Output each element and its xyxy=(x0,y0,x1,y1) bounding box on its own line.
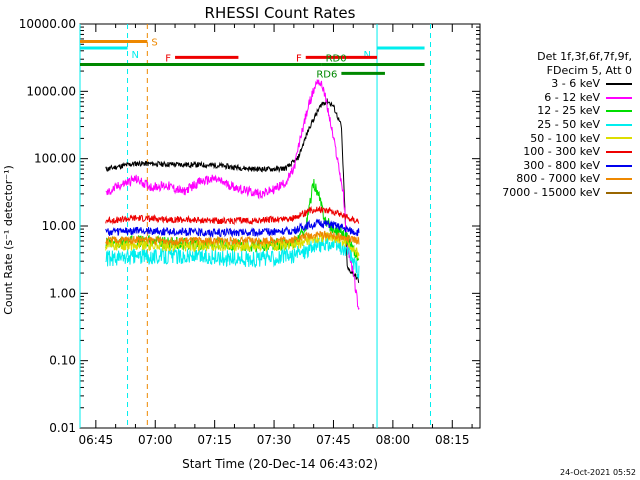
legend-swatch xyxy=(606,192,632,194)
x-tick-label: 07:15 xyxy=(197,433,232,447)
y-tick-label: 1000.00 xyxy=(26,84,76,98)
x-tick-label: 07:00 xyxy=(138,433,173,447)
flag-label: F xyxy=(296,53,302,64)
plot-area: 0.01 0.10 1.00 10.00 100.00 1000.00 10000.00 06… xyxy=(19,17,480,447)
generation-timestamp: 24-Oct-2021 05:52 xyxy=(560,468,636,477)
legend-swatch xyxy=(606,83,632,85)
legend-entry-label: 6 - 12 keV xyxy=(544,91,600,105)
legend-header-line-2: FDecim 5, Att 0 xyxy=(478,64,636,78)
y-tick-label: 0.10 xyxy=(49,354,76,368)
legend-swatch xyxy=(606,110,632,112)
y-tick-label: 0.01 xyxy=(49,421,76,435)
legend-entry: 300 - 800 keV xyxy=(478,159,636,173)
legend-entry: 25 - 50 keV xyxy=(478,118,636,132)
x-tick-label: 08:15 xyxy=(435,433,470,447)
y-tick-label: 1.00 xyxy=(49,286,76,300)
flag-label: RD0 xyxy=(326,54,347,65)
legend-swatch xyxy=(606,137,632,139)
y-axis-label: Count Rate (s⁻¹ detector⁻¹) xyxy=(2,165,15,315)
plot-frame xyxy=(80,24,480,428)
legend-entry-label: 3 - 6 keV xyxy=(551,77,600,91)
chart-title: RHESSI Count Rates xyxy=(205,4,356,22)
legend-entry-label: 800 - 7000 keV xyxy=(516,172,600,186)
y-tick-label: 10.00 xyxy=(42,219,76,233)
x-tick-label: 07:45 xyxy=(316,433,351,447)
legend-entry: 800 - 7000 keV xyxy=(478,172,636,186)
flag-label: N xyxy=(364,50,371,61)
legend-entry: 7000 - 15000 keV xyxy=(478,186,636,200)
legend-swatch xyxy=(606,124,632,126)
legend-entries: 3 - 6 keV 6 - 12 keV 12 - 25 keV 25 - 50 ke… xyxy=(478,77,636,199)
legend: Det 1f,3f,6f,7f,9f, FDecim 5, Att 0 3 - … xyxy=(478,50,636,200)
x-tick-label: 08:00 xyxy=(376,433,411,447)
legend-entry-label: 25 - 50 keV xyxy=(537,118,600,132)
x-tick-label: 07:30 xyxy=(257,433,292,447)
y-tick-label: 100.00 xyxy=(34,152,76,166)
legend-swatch xyxy=(606,151,632,153)
legend-entry: 100 - 300 keV xyxy=(478,145,636,159)
legend-entry: 12 - 25 keV xyxy=(478,104,636,118)
legend-entry: 50 - 100 keV xyxy=(478,132,636,146)
y-tick-label: 10000.00 xyxy=(19,17,76,31)
legend-header-line-1: Det 1f,3f,6f,7f,9f, xyxy=(478,50,636,64)
flag-label: RD6 xyxy=(316,69,337,80)
flag-label: S xyxy=(151,37,157,48)
legend-entry-label: 7000 - 15000 keV xyxy=(502,186,600,200)
legend-swatch xyxy=(606,165,632,167)
flag-label: F xyxy=(165,53,171,64)
legend-entry-label: 12 - 25 keV xyxy=(537,104,600,118)
legend-swatch xyxy=(606,97,632,99)
x-tick-label: 06:45 xyxy=(79,433,114,447)
series-line xyxy=(106,80,359,310)
legend-entry-label: 50 - 100 keV xyxy=(530,132,600,146)
legend-entry: 6 - 12 keV xyxy=(478,91,636,105)
legend-swatch xyxy=(606,178,632,180)
flag-label: N xyxy=(132,50,139,61)
x-axis-label: Start Time (20-Dec-14 06:43:02) xyxy=(182,457,378,471)
legend-entry: 3 - 6 keV xyxy=(478,77,636,91)
legend-entry-label: 100 - 300 keV xyxy=(523,145,600,159)
legend-entry-label: 300 - 800 keV xyxy=(523,159,600,173)
